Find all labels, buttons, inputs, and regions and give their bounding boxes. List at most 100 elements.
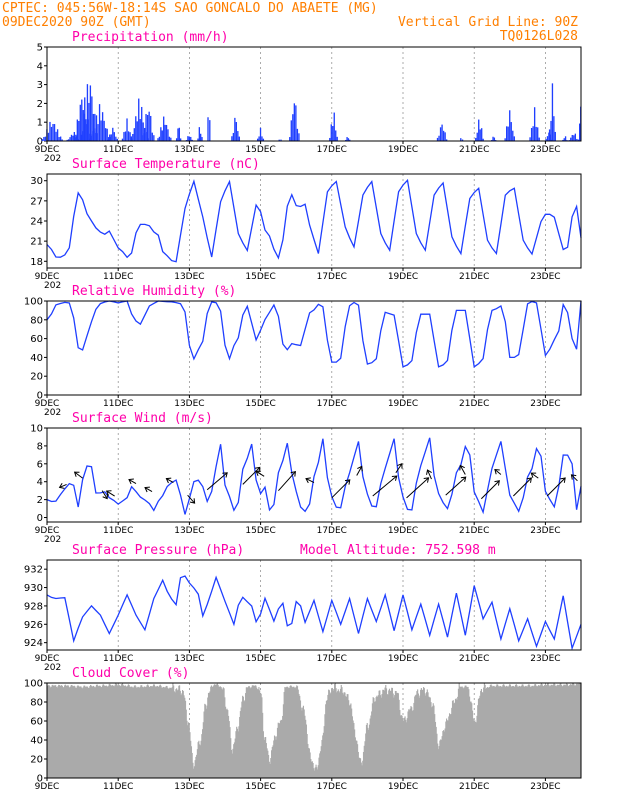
precip-xtick-0: 9DEC (35, 145, 60, 155)
cloud-column-350 (306, 733, 308, 778)
cloud-column-234 (220, 686, 222, 778)
cloud-column-520 (432, 703, 434, 778)
precip-bar-20-4 (442, 130, 445, 141)
cloud-column-309 (276, 736, 278, 778)
wind-arrow-15 (372, 475, 398, 497)
cloud-column-355 (310, 759, 312, 778)
cloud-column-381 (329, 693, 331, 778)
cloud-column-499 (417, 689, 419, 778)
cloud-column-366 (318, 757, 320, 778)
cloud-column-590 (484, 684, 486, 778)
cloud-column-76 (103, 684, 105, 778)
cloud-column-270 (247, 687, 249, 778)
precip-bar-4-5 (97, 124, 99, 141)
cloud-column-101 (121, 683, 124, 778)
cloud-column-370 (321, 739, 323, 778)
cloud-column-31 (69, 686, 72, 778)
wind-ytick-1: 2 (37, 495, 43, 506)
cloud-title: Cloud Cover (%) (72, 666, 189, 681)
precip-bar-3-7 (91, 96, 93, 141)
cloud-column-285 (258, 687, 260, 778)
cloud-column-671 (544, 684, 546, 778)
cloud-ytick-2: 40 (30, 736, 43, 747)
pres-xtick-2: 13DEC (174, 654, 204, 664)
precip-bar-29-4 (574, 133, 576, 141)
cloud-column-509 (424, 693, 426, 778)
cloud-column-690 (558, 684, 560, 778)
wind-arrow-5 (144, 486, 153, 493)
cloud-column-661 (537, 685, 539, 778)
precip-xtick-3: 15DEC (245, 145, 275, 155)
cloud-column-613 (501, 686, 503, 778)
cloud-column-451 (381, 694, 383, 778)
cloud-column-704 (569, 685, 571, 778)
precip-bar-7-8 (142, 122, 144, 141)
wind-arrow-7 (187, 494, 196, 504)
cloud-column-313 (279, 723, 281, 778)
cloud-column-594 (487, 687, 489, 778)
precip-bar-4-10 (104, 128, 107, 141)
cloud-column-216 (207, 697, 209, 778)
precip-bar-4-0 (89, 138, 92, 141)
precip-bar-7-6 (139, 119, 141, 141)
cloud-column-35 (72, 686, 75, 778)
cloud-column-231 (218, 686, 220, 778)
precip-bar-28-0 (562, 139, 564, 141)
cloud-column-235 (221, 688, 223, 778)
cloud-column-184 (183, 695, 185, 778)
precip-bar-9-2 (160, 127, 162, 141)
wind-arrow-head-22 (494, 468, 500, 475)
cloud-column-430 (365, 724, 368, 778)
cloud-column-406 (348, 700, 350, 778)
cloud-column-685 (555, 685, 557, 778)
wind-ytick-5: 10 (30, 424, 43, 435)
precip-bar-10-2 (178, 127, 180, 141)
precip-bar-16-1 (280, 139, 282, 141)
cloud-column-489 (409, 708, 411, 778)
precip-bar-4-4 (95, 115, 98, 141)
wind-arrow-shaft-9 (242, 467, 261, 485)
cloud-column-63 (93, 686, 95, 778)
cloud-column-343 (301, 710, 303, 778)
cloud-column-464 (391, 687, 393, 778)
cloud-column-7 (52, 684, 54, 778)
cloud-column-389 (335, 688, 337, 778)
cloud-column-286 (259, 690, 261, 778)
cloud-column-217 (207, 692, 210, 778)
precip-bar-18-3 (333, 112, 335, 141)
cloud-column-580 (477, 705, 479, 778)
cloud-column-18 (60, 685, 62, 778)
cloud-column-551 (455, 698, 457, 778)
cloud-column-377 (326, 700, 328, 778)
precip-bar-8-6 (151, 132, 153, 141)
cloud-column-610 (499, 685, 501, 778)
temp-xtick-4: 17DEC (317, 272, 347, 282)
precip-bar-13-1 (209, 120, 211, 141)
cloud-column-260 (239, 711, 241, 778)
cloud-column-547 (452, 700, 454, 778)
precip-bar-24-5 (512, 130, 514, 141)
cloud-column-397 (341, 687, 343, 778)
cloud-column-105 (124, 685, 127, 778)
cloud-column-425 (362, 760, 364, 778)
cloud-column-611 (500, 686, 502, 778)
wind-arrow-shaft-18 (427, 469, 432, 480)
cloud-column-633 (516, 685, 518, 778)
precip-bar-1-2 (69, 137, 71, 141)
wind-arrow-3 (105, 490, 115, 497)
cloud-column-711 (574, 685, 576, 778)
precip-bar-4-2 (92, 131, 95, 141)
temp-xtick-1: 11DEC (103, 272, 133, 282)
cloud-column-275 (250, 687, 253, 778)
wind-xtick-4: 17DEC (317, 526, 347, 536)
cloud-column-532 (441, 736, 443, 778)
precip-bar-25-5 (537, 127, 539, 141)
cloud-column-503 (420, 689, 422, 778)
cloud-column-26 (66, 685, 68, 778)
precip-bar-2-3 (78, 120, 80, 141)
cloud-column-253 (234, 738, 236, 778)
cloud-column-654 (532, 685, 534, 778)
precip-bar-9-4 (163, 116, 165, 141)
cloud-column-254 (235, 731, 237, 778)
cloud-column-616 (503, 685, 506, 778)
